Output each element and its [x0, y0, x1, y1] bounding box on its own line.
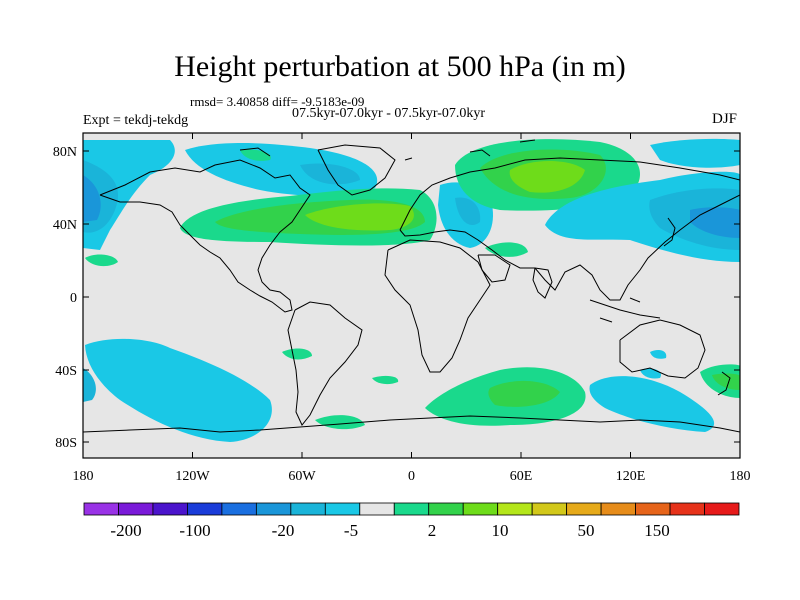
colorbar-label: 2	[428, 521, 437, 540]
colorbar-swatch	[497, 502, 533, 516]
positive-anomaly-south-america	[282, 348, 312, 360]
colorbar-swatch	[118, 502, 154, 516]
colorbar-swatch	[255, 502, 292, 516]
y-tick-label: 40S	[55, 364, 77, 379]
coastline-africa	[384, 239, 491, 373]
colorbar-swatch	[669, 502, 705, 516]
coastline-north-america	[99, 159, 311, 313]
y-tick-label: 0	[70, 291, 77, 306]
colorbar-swatch	[635, 502, 671, 516]
colorbar-label: -20	[272, 521, 295, 540]
negative-anomaly-europe-core	[455, 197, 481, 225]
contour-fills	[83, 138, 740, 442]
positive-anomaly-new-zealand-core	[712, 373, 740, 390]
colorbar-swatch	[462, 502, 499, 516]
positive-anomaly-mid-pacific	[85, 254, 118, 267]
period-label: 07.5kyr-07.0kyr - 07.5kyr-07.0kyr	[292, 106, 486, 121]
negative-anomaly-north-pacific-inner	[83, 175, 101, 222]
coastline-new-zealand	[717, 371, 731, 396]
experiment-label: Expt = tekdj-tekdg	[83, 113, 189, 128]
colorbar-label: 10	[492, 521, 509, 540]
positive-anomaly-canada-small	[240, 149, 271, 161]
stats-label: rmsd= 3.40858 diff= -9.5183e-09	[190, 94, 365, 109]
x-tick-label: 0	[408, 469, 415, 484]
colorbar-swatch	[566, 502, 602, 516]
colorbar-swatch	[187, 502, 223, 516]
coastline-south-america	[287, 301, 363, 426]
colorbar-swatch	[324, 502, 361, 516]
negative-anomaly-east-asia-core	[690, 207, 740, 238]
y-tick-label: 80N	[53, 145, 77, 160]
coastline-greenland	[317, 144, 396, 196]
colorbar-swatch	[290, 502, 326, 516]
plot-title: Height perturbation at 500 hPa (in m)	[174, 50, 626, 83]
colorbar: -200 -100 -20 -5 2 10 50 150	[83, 502, 740, 540]
coastline-arctic-islands	[239, 139, 536, 161]
x-tick-label: 60E	[510, 469, 533, 484]
positive-anomaly-south-atlantic-small	[372, 375, 399, 385]
negative-anomaly-australia-small	[650, 350, 667, 359]
coastline-eurasia	[399, 157, 740, 301]
colorbar-label: 50	[578, 521, 595, 540]
negative-anomaly-greenland-core	[300, 163, 360, 185]
colorbar-swatch	[393, 502, 430, 516]
x-tick-label: 60W	[288, 469, 316, 484]
negative-anomaly-south-pacific	[85, 338, 272, 442]
colorbar-label: 150	[644, 521, 670, 540]
colorbar-label: -5	[344, 521, 358, 540]
colorbar-swatch	[152, 502, 188, 516]
x-tick-label: 180	[73, 469, 94, 484]
negative-anomaly-south-pacific-mid	[83, 368, 96, 402]
coastline-japan	[663, 217, 676, 247]
colorbar-swatch	[359, 502, 395, 516]
coastlines	[83, 139, 740, 433]
colorbar-label: -100	[179, 521, 210, 540]
colorbar-swatch	[428, 502, 464, 516]
coastline-indonesia	[589, 297, 661, 323]
colorbar-swatch	[221, 502, 257, 516]
coastline-antarctica	[83, 415, 740, 433]
positive-anomaly-south-atlantic	[315, 415, 365, 430]
colorbar-label: -200	[110, 521, 141, 540]
colorbar-swatch	[600, 502, 636, 516]
season-label: DJF	[712, 111, 738, 127]
positive-anomaly-north-atlantic-core	[305, 203, 414, 231]
colorbar-swatch	[83, 502, 119, 516]
coastline-arabia	[477, 254, 511, 283]
y-tick-label: 40N	[53, 218, 77, 233]
y-tick-label: 80S	[55, 436, 77, 451]
negative-anomaly-arctic-east	[650, 138, 740, 168]
x-tick-label: 180	[730, 469, 751, 484]
colorbar-swatch	[531, 502, 568, 516]
positive-anomaly-south-indian-mid	[488, 380, 560, 407]
coastline-australia	[619, 319, 706, 379]
positive-anomaly-siberia-core	[509, 161, 585, 193]
coastline-india	[532, 267, 553, 299]
x-tick-label: 120E	[616, 469, 646, 484]
negative-anomaly-south-of-australia	[589, 376, 715, 432]
colorbar-swatch	[704, 502, 740, 516]
x-tick-label: 120W	[175, 469, 210, 484]
axis-ticks: 180 120W 60W 0 60E 120E 180 80N 40N 0 40S 80S	[53, 133, 751, 484]
